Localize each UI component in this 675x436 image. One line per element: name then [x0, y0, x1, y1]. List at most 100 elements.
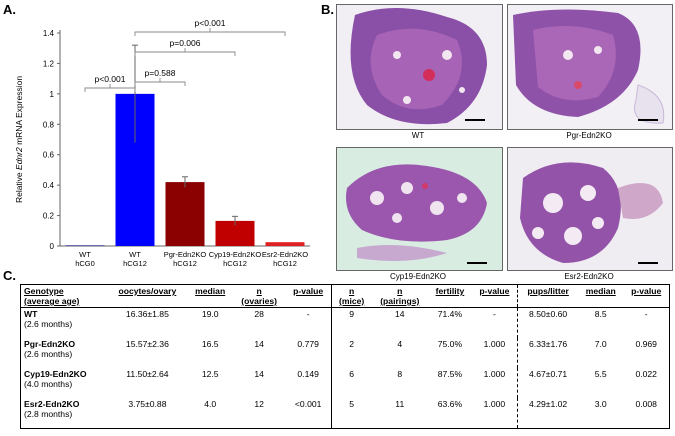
header-n-ovaries: n (ovaries) — [232, 284, 286, 308]
histology-caption-pgr: Pgr-Edn2KO — [566, 131, 612, 140]
y-tick-label: 1.2 — [43, 59, 55, 68]
y-tick-label: 0.2 — [43, 212, 55, 221]
pups-cell: 6.33±1.76 — [517, 338, 579, 368]
pval3-cell: - — [644, 309, 648, 319]
pval1-cell: - — [306, 309, 310, 319]
significance-bracket — [84, 87, 136, 92]
median2-cell: 5.5 — [594, 369, 607, 379]
pups-cell: 4.29±1.02 — [517, 398, 579, 429]
x-tick-label: hCG12 — [273, 259, 297, 268]
x-tick-label: hCG12 — [123, 259, 147, 268]
bar — [165, 182, 205, 246]
pval3-cell: 0.969 — [635, 339, 657, 349]
header-pvalue-3: p-value — [623, 284, 670, 308]
histology-image-cyp19 — [336, 147, 503, 271]
x-tick-label: WT — [79, 250, 91, 259]
ovary-section-graphic — [508, 5, 672, 129]
fertility-cell: 87.5% — [437, 369, 463, 379]
x-tick-label: Esr2-Edn2KO — [262, 250, 308, 259]
y-tick-label: 0.4 — [43, 181, 55, 190]
header-genotype: Genotype (average age) — [20, 284, 108, 308]
oocytes-cell: 3.75±0.88 — [128, 399, 167, 409]
y-tick-label: 1.4 — [43, 29, 55, 38]
ovaries-cell: 14 — [254, 369, 264, 379]
panel-label-c: C. — [3, 268, 16, 283]
median-cell: 16.5 — [201, 339, 219, 349]
genotype-name: WT — [24, 309, 38, 319]
genotype-cell: Pgr-Edn2KO (2.6 months) — [21, 338, 108, 368]
x-tick-label: WT — [129, 250, 141, 259]
table-row: Pgr-Edn2KO (2.6 months) 15.57±2.36 16.5 14 0.… — [21, 338, 670, 368]
median-cell: 19.0 — [201, 309, 219, 319]
oocytes-cell: 15.57±2.36 — [125, 339, 169, 349]
panel-label-a: A. — [3, 2, 16, 17]
pval2-cell: - — [492, 309, 496, 319]
table-row: Esr2-Edn2KO (2.8 months) 3.75±0.88 4.0 12 <0.… — [21, 398, 670, 429]
significance-label: p=0.006 — [170, 38, 201, 48]
header-n-pairings: n (pairings) — [371, 284, 429, 308]
fertility-table: Genotype (average age) oocytes/ovary med… — [20, 284, 670, 429]
pups-cell: 4.67±0.71 — [517, 368, 579, 398]
mice-cell: 2 — [330, 338, 372, 368]
ovary-section-graphic — [337, 5, 502, 129]
header-pups-litter: pups/litter — [517, 284, 579, 308]
histology-caption-wt: WT — [411, 131, 425, 140]
oocytes-cell: 16.36±1.85 — [125, 309, 169, 319]
x-tick-label: Pgr-Edn2KO — [164, 250, 207, 259]
y-axis-label: Relative Ednr2 mRNA Expression — [14, 76, 24, 203]
pairings-cell: 4 — [397, 339, 403, 349]
histology-image-esr2 — [507, 147, 673, 271]
pval1-cell: 0.779 — [297, 339, 319, 349]
pval1-cell: <0.001 — [294, 399, 322, 409]
x-tick-label: hCG12 — [173, 259, 197, 268]
ovaries-cell: 14 — [254, 339, 264, 349]
header-pvalue-2: p-value — [471, 284, 518, 308]
header-oocytes: oocytes/ovary — [107, 284, 188, 308]
significance-label: p<0.001 — [195, 18, 226, 28]
y-tick-label: 0 — [50, 242, 55, 251]
significance-bracket — [134, 81, 186, 86]
table-header-row: Genotype (average age) oocytes/ovary med… — [20, 284, 670, 308]
significance-bracket — [134, 31, 286, 36]
histology-image-pgr — [507, 4, 673, 130]
oocytes-cell: 11.50±2.64 — [126, 369, 169, 379]
genotype-age: (2.6 months) — [24, 349, 73, 359]
genotype-age: (4.0 months) — [24, 379, 73, 389]
median-cell: 12.5 — [201, 369, 219, 379]
header-pvalue-1: p-value — [285, 284, 332, 308]
mice-cell: 9 — [330, 307, 372, 338]
histology-image-wt — [336, 4, 503, 130]
pairings-cell: 14 — [394, 309, 405, 319]
bar — [65, 245, 105, 247]
median2-cell: 7.0 — [594, 339, 607, 349]
genotype-name: Cyp19-Edn2KO — [24, 369, 87, 379]
pups-cell: 8.50±0.60 — [517, 307, 579, 338]
ovaries-cell: 12 — [254, 399, 264, 409]
panel-label-b: B. — [321, 2, 334, 17]
pval2-cell: 1.000 — [483, 369, 506, 379]
header-n-mice: n (mice) — [330, 284, 372, 308]
pval2-cell: 1.000 — [483, 399, 506, 409]
genotype-cell: WT (2.6 months) — [21, 308, 108, 339]
ovaries-cell: 28 — [254, 309, 264, 319]
x-tick-label: hCG0 — [75, 259, 95, 268]
histology-caption-esr2: Esr2-Edn2KO — [564, 272, 614, 281]
x-tick-label: hCG12 — [223, 259, 247, 268]
pairings-cell: 8 — [397, 369, 403, 379]
median2-cell: 8.5 — [594, 309, 607, 319]
ovary-section-graphic — [337, 148, 502, 270]
fertility-cell: 63.6% — [437, 399, 463, 409]
header-median: median — [187, 284, 233, 308]
pval3-cell: 0.022 — [635, 369, 657, 379]
bar-chart: 0 0.2 0.4 0.6 0.8 1 1.2 1.4 Relative Ednr2 mRNA … — [14, 18, 310, 268]
fertility-cell: 75.0% — [437, 339, 463, 349]
genotype-name: Esr2-Edn2KO — [24, 399, 80, 409]
pval3-cell: 0.008 — [635, 399, 657, 409]
bar — [265, 242, 305, 246]
x-tick-label: Cyp19-Edn2KO — [209, 250, 262, 259]
genotype-name: Pgr-Edn2KO — [24, 339, 76, 349]
mice-cell: 5 — [330, 398, 372, 429]
pval1-cell: 0.149 — [297, 369, 319, 379]
pairings-cell: 11 — [395, 399, 405, 409]
genotype-cell: Cyp19-Edn2KO (4.0 months) — [21, 368, 108, 398]
